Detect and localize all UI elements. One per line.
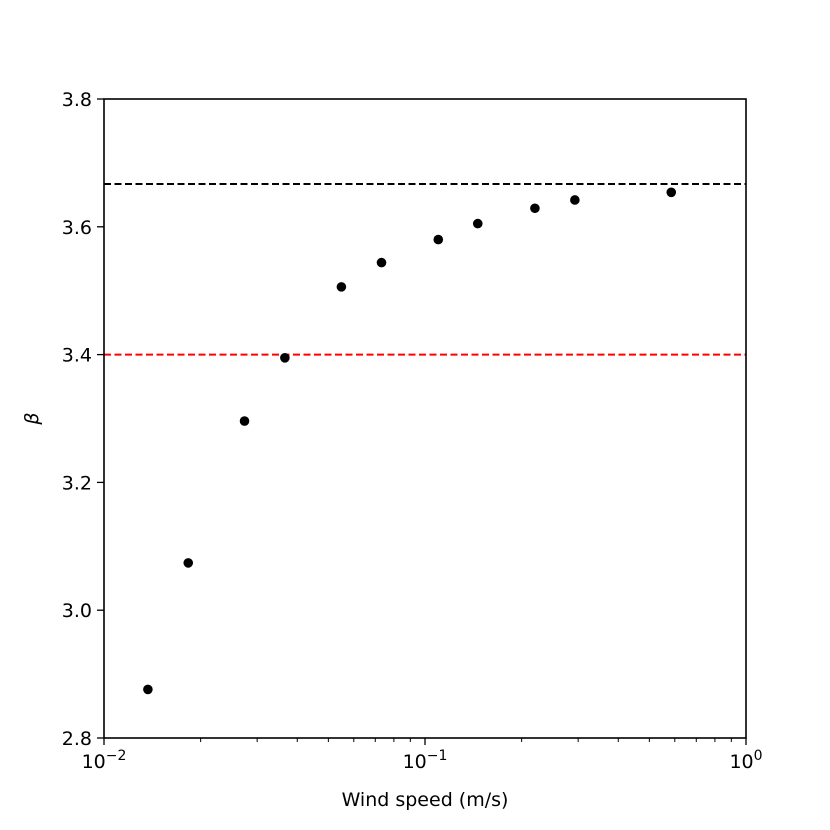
x-tick-label: 10−2 [82, 748, 127, 773]
data-point [239, 416, 250, 426]
y-axis-label: β [21, 412, 43, 425]
data-point [530, 203, 540, 214]
y-tick-label: 3.4 [62, 345, 92, 367]
data-point [376, 257, 387, 268]
y-tick-label: 2.8 [62, 728, 92, 750]
y-tick-label: 3.6 [62, 217, 92, 239]
plot-frame [103, 98, 747, 739]
data-point [570, 195, 580, 205]
y-tick-label: 3.2 [62, 472, 92, 494]
data-point [666, 187, 677, 198]
data-point [143, 684, 153, 695]
reference-lines [104, 182, 746, 356]
data-point [433, 234, 444, 245]
y-tick-label: 3.8 [62, 89, 92, 111]
x-tick-label: 10−1 [403, 748, 448, 773]
y-tick-label: 3.0 [62, 600, 92, 622]
data-point [472, 218, 483, 229]
y-axis-ticks: 2.8 3.0 3.2 3.4 3.6 3.8 [62, 89, 104, 750]
x-tick-label: 100 [729, 748, 762, 773]
data-point [280, 352, 290, 363]
data-point [183, 558, 194, 568]
data-points [143, 187, 677, 695]
data-point [336, 282, 347, 292]
x-axis-ticks: 10−2 10−1 100 [82, 738, 763, 773]
x-axis-label: Wind speed (m/s) [342, 789, 509, 811]
